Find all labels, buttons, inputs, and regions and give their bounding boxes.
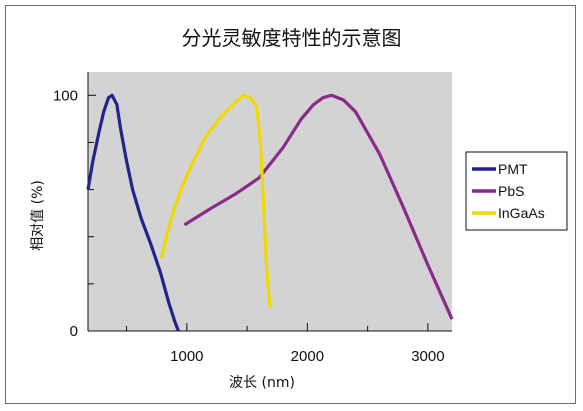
plot-area xyxy=(88,72,452,331)
x-tick-label: 2000 xyxy=(291,348,324,365)
legend-label-pmt: PMT xyxy=(498,161,528,177)
y-tick-label: 100 xyxy=(53,87,78,104)
y-axis-label: 相对值 (%) xyxy=(30,180,46,251)
chart-title: 分光灵敏度特性的示意图 xyxy=(181,26,402,50)
legend-label-ingaas: InGaAs xyxy=(498,205,545,221)
x-tick-label: 1000 xyxy=(170,348,203,365)
y-tick-label: 0 xyxy=(70,323,78,340)
series-line-ingaas xyxy=(159,93,272,308)
legend-box xyxy=(465,151,568,231)
series-line-pbs xyxy=(183,93,454,320)
x-tick-label: 3000 xyxy=(411,348,444,365)
legend-label-pbs: PbS xyxy=(498,183,524,199)
series-line-pmt xyxy=(86,93,180,332)
x-axis-label: 波长 (nm) xyxy=(229,375,295,391)
